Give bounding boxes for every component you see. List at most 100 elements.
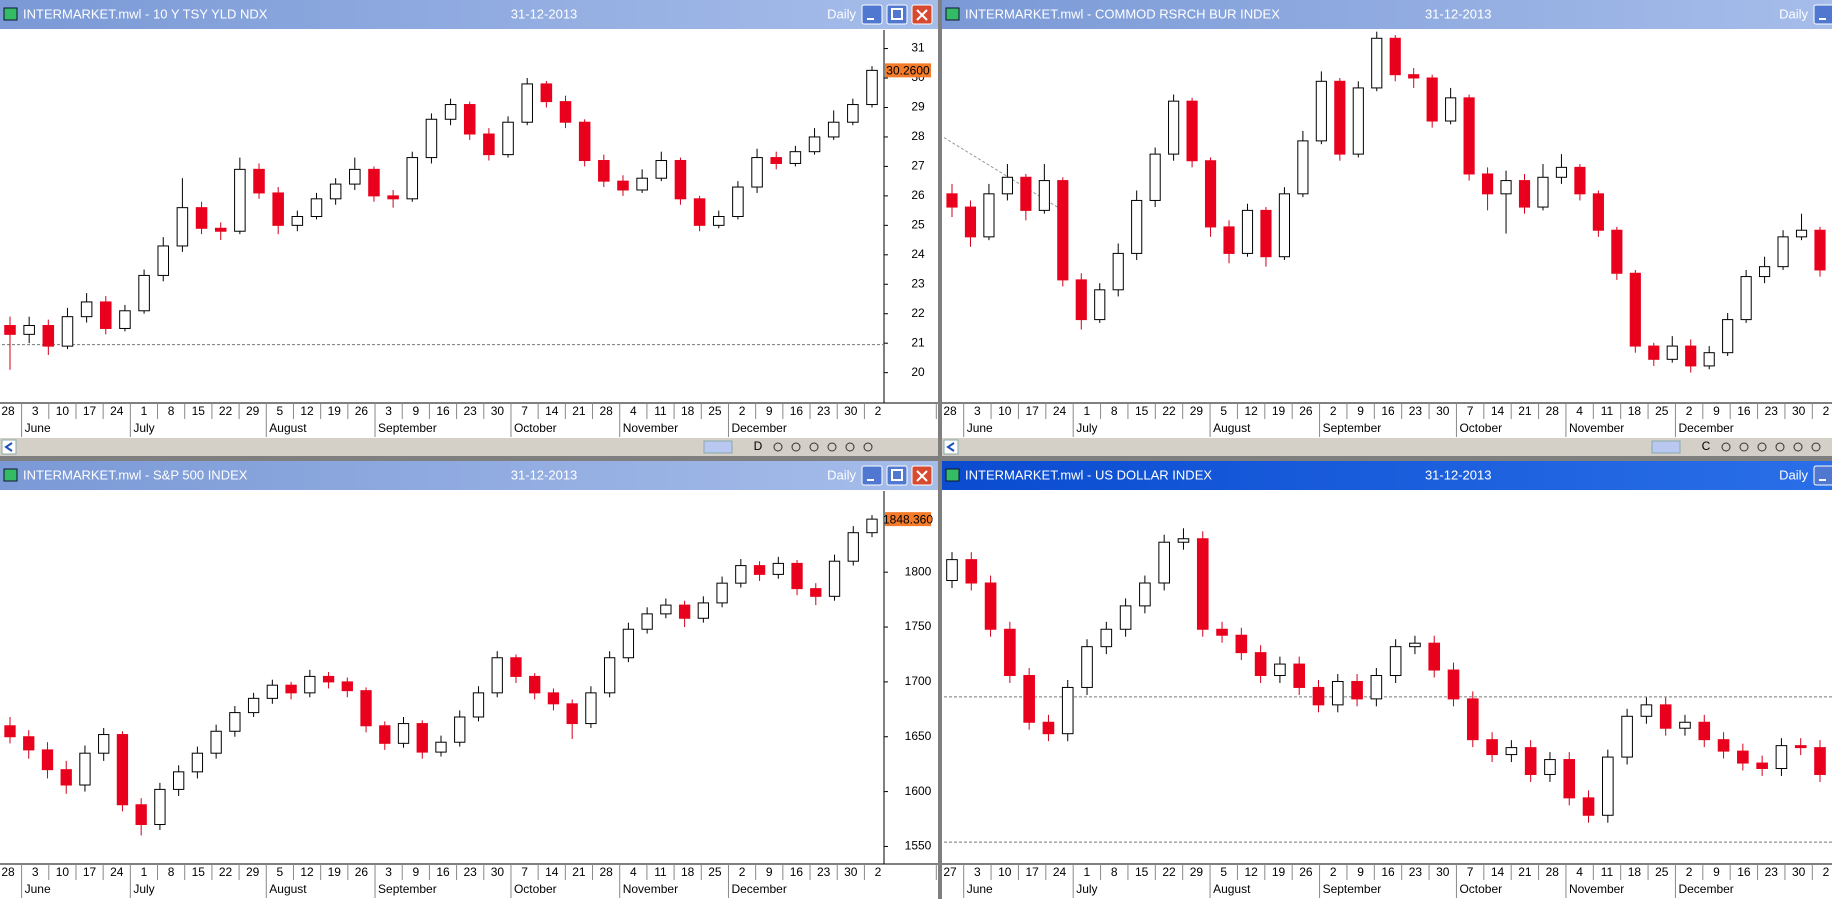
toolbar-button[interactable] [1739, 442, 1749, 452]
toolbar-button[interactable] [1757, 442, 1767, 452]
plot-area [2, 491, 884, 864]
day-label: 29 [1190, 865, 1204, 879]
window-button[interactable] [886, 465, 908, 486]
date-axis [944, 864, 1832, 899]
month-label: July [1076, 421, 1097, 435]
day-label: 2 [875, 404, 882, 418]
chart-window: INTERMARKET.mwl - US DOLLAR INDEX 31-12-2… [935, 461, 1832, 899]
day-label: 15 [192, 404, 206, 418]
toolbar-button[interactable] [809, 442, 819, 452]
candle-body [80, 301, 93, 318]
toolbar-button[interactable] [863, 442, 873, 452]
toolbar-button[interactable] [791, 442, 801, 452]
toolbar-button[interactable] [1775, 442, 1785, 452]
candle-body [1297, 140, 1309, 195]
candle-body [253, 168, 265, 194]
day-label: 10 [56, 865, 70, 879]
candle-body [1544, 759, 1556, 775]
scroll-left[interactable] [1, 439, 17, 455]
y-tick-label: 26 [911, 188, 925, 202]
window-button[interactable] [1813, 465, 1832, 486]
day-label: 25 [708, 404, 722, 418]
candle-body [1500, 180, 1512, 195]
candle-body [1235, 634, 1248, 654]
day-label: 5 [1220, 865, 1227, 879]
day-label: 26 [355, 865, 369, 879]
day-label: 2 [875, 865, 882, 879]
candle-body [60, 769, 72, 786]
candle-body [79, 752, 91, 786]
candle-body [1466, 698, 1479, 741]
candle-body [397, 723, 410, 744]
candle-body [1481, 173, 1494, 195]
candle-body [291, 216, 304, 226]
toolbar-button[interactable] [1793, 442, 1803, 452]
window-period: Daily [1779, 6, 1808, 21]
candle-body [1814, 229, 1826, 271]
scroll-left-arrow [946, 442, 955, 452]
window-title: INTERMARKET.mwl - US DOLLAR INDEX [965, 467, 1212, 482]
toolbar-mode: D [754, 439, 763, 453]
scrollbar [942, 438, 1832, 456]
candle-body [1611, 229, 1623, 274]
day-label: 23 [464, 865, 478, 879]
day-label: 24 [1053, 865, 1067, 879]
candle-body [1666, 345, 1678, 360]
day-label: 8 [1111, 404, 1118, 418]
y-tick-label: 27 [911, 159, 925, 173]
day-label: 12 [1244, 865, 1258, 879]
date-axis [944, 403, 1832, 438]
price-tag [885, 512, 931, 527]
day-label: 25 [708, 865, 722, 879]
candle-body [1119, 605, 1132, 630]
scroll-left[interactable] [943, 439, 959, 455]
day-label: 24 [110, 404, 124, 418]
day-label: 26 [1299, 404, 1313, 418]
window-button[interactable] [1813, 4, 1832, 25]
day-label: 28 [1546, 865, 1560, 879]
window-button[interactable] [861, 4, 883, 25]
day-label: 28 [943, 404, 957, 418]
toolbar-button[interactable] [845, 442, 855, 452]
window-date: 31-12-2013 [511, 467, 578, 482]
month-label: November [623, 421, 678, 435]
y-tick-label: 21 [911, 335, 925, 349]
plot-area [2, 30, 884, 403]
candle-body [1315, 80, 1327, 142]
day-label: 2 [1823, 404, 1830, 418]
candle-body [1685, 345, 1697, 367]
day-label: 9 [1357, 865, 1364, 879]
window-icon [3, 7, 18, 21]
toolbar-button[interactable] [1811, 442, 1821, 452]
candle-body [1370, 675, 1383, 700]
candle-body [444, 104, 457, 120]
scroll-thumb[interactable] [703, 440, 733, 454]
window-button[interactable] [886, 4, 908, 25]
day-label: 2 [1330, 404, 1337, 418]
candle-body [1334, 80, 1346, 155]
y-tick-label: 25 [911, 218, 925, 232]
toolbar-button[interactable] [827, 442, 837, 452]
window-button[interactable] [861, 465, 883, 486]
candle-body [1196, 538, 1209, 630]
toolbar-button[interactable] [1721, 442, 1731, 452]
day-label: 4 [1576, 404, 1583, 418]
candle-body [1582, 797, 1595, 816]
month-label: September [1323, 882, 1382, 896]
y-tick-label: 24 [911, 247, 925, 261]
scroll-thumb[interactable] [1651, 440, 1681, 454]
toolbar-button[interactable] [773, 442, 783, 452]
day-label: 2 [739, 865, 746, 879]
candle-body [1703, 352, 1715, 367]
candle-body [1756, 762, 1768, 770]
candle-body [1100, 628, 1113, 648]
candle-body [234, 168, 246, 232]
candle-body [1004, 628, 1016, 677]
day-label: 16 [1381, 865, 1395, 879]
candle-body [751, 157, 763, 188]
day-label: 3 [974, 404, 981, 418]
candle-body [1592, 193, 1604, 231]
month-label: October [1459, 421, 1502, 435]
month-label: December [731, 421, 786, 435]
day-label: 2 [1823, 865, 1830, 879]
